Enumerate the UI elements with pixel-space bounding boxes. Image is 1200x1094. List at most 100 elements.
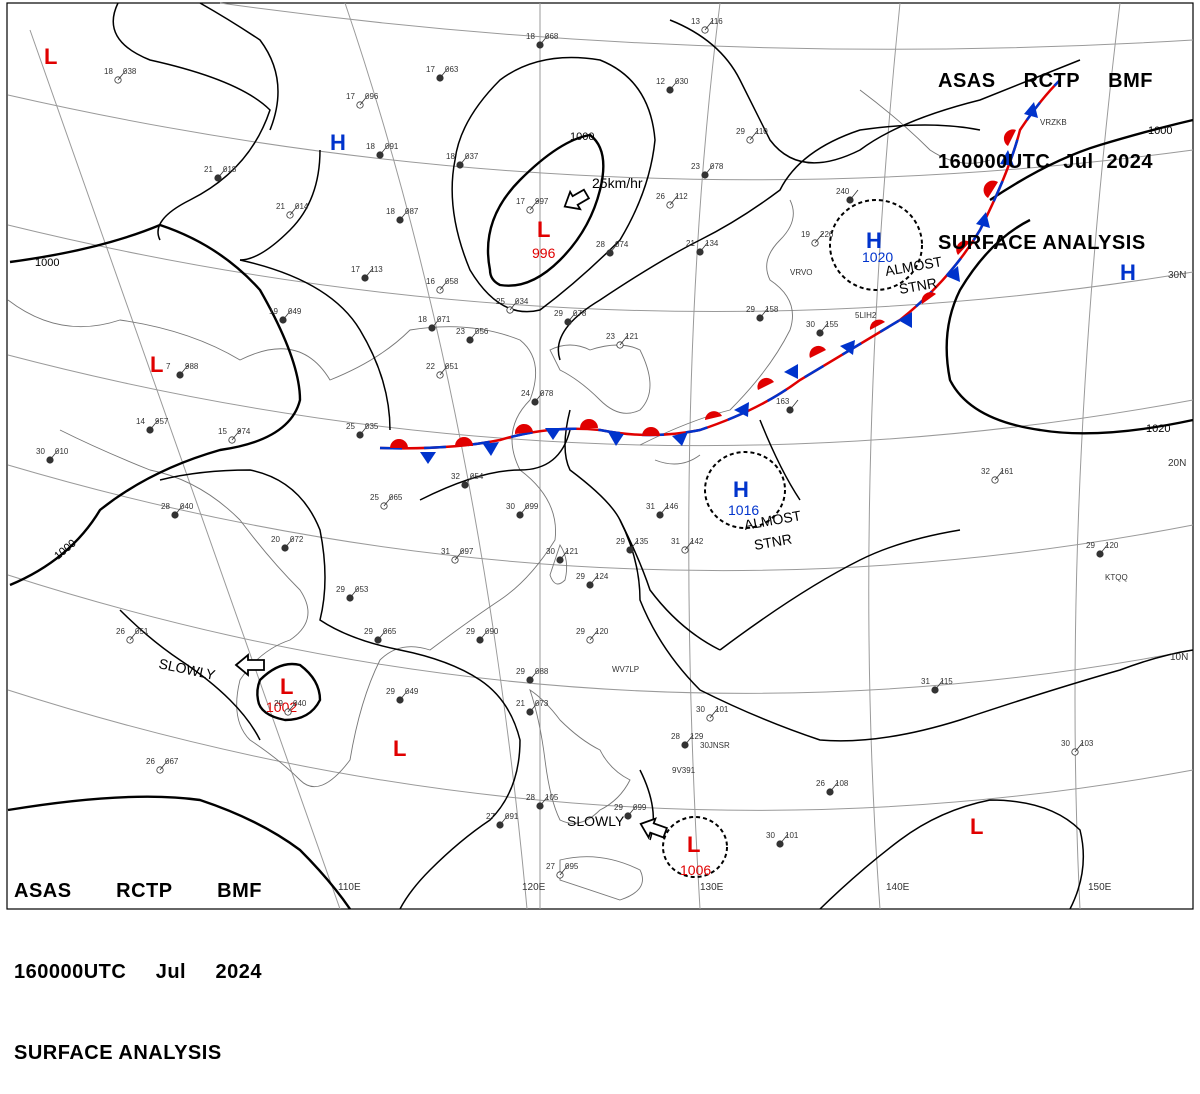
arrow-slowly-1 <box>234 653 265 677</box>
almost-stnr-note: STNR <box>898 275 938 297</box>
low-center-symbol: L <box>150 352 163 377</box>
wind-barb <box>669 194 679 206</box>
wind-barb <box>669 79 679 91</box>
station-temp: 240 <box>836 187 850 196</box>
station-id: 30JNSR <box>700 741 730 750</box>
header-bottom-left: ASAS RCTP BMF 160000UTC Jul 2024 SURFACE ANA… <box>14 824 262 1094</box>
station-plot: 25 035 <box>346 422 379 439</box>
station-temp: 30 <box>36 447 45 456</box>
station-plot: 29 040 <box>274 699 307 716</box>
station-plot: 16 058 <box>426 277 459 294</box>
station-temp: 13 <box>691 17 700 26</box>
station-temp: 29 <box>516 667 525 676</box>
wind-barb <box>609 242 619 254</box>
station-pressure: 105 <box>545 793 559 802</box>
header-code: BMF <box>217 880 262 902</box>
station-temp: 25 <box>346 422 355 431</box>
station-plot: 26 051 <box>116 627 149 644</box>
wind-barb <box>359 424 369 436</box>
wind-barb <box>519 504 529 516</box>
station-plot: 26 067 <box>146 757 179 774</box>
station-plot: 30 101 <box>766 831 799 848</box>
station-plot: 29 090 <box>466 627 499 644</box>
station-plot: 18 091 <box>366 142 399 159</box>
station-pressure: 974 <box>237 427 251 436</box>
station-temp: 22 <box>426 362 435 371</box>
station-pressure: 113 <box>370 265 383 274</box>
station-temp: 23 <box>691 162 700 171</box>
station-temp: 31 <box>646 502 655 511</box>
high-center-symbol: H <box>866 228 882 253</box>
header-time: 160000UTC <box>938 151 1051 173</box>
wind-barb <box>359 94 369 106</box>
station-temp: 29 <box>736 127 745 136</box>
station-pressure: 095 <box>565 862 579 871</box>
station-plot: 31 146 <box>646 502 679 519</box>
station-plot: 29 120 <box>1086 541 1119 558</box>
wind-barb <box>129 629 139 641</box>
station-plot: 240 <box>836 187 859 204</box>
wind-barb <box>217 167 227 179</box>
station-pressure: 067 <box>165 757 179 766</box>
station-temp: 28 <box>671 732 680 741</box>
station-pressure: 124 <box>595 572 609 581</box>
wind-barb <box>459 154 469 166</box>
station-temp: 163 <box>776 397 790 406</box>
wind-barb <box>529 701 539 713</box>
station-plot: 28 040 <box>161 502 194 519</box>
station-plot: 23 078 <box>691 162 724 179</box>
station-temp: 17 <box>351 265 360 274</box>
longitude-grid <box>29 2 1121 910</box>
station-temp: 28 <box>161 502 170 511</box>
station-temp: 30 <box>1061 739 1070 748</box>
wind-barb <box>567 311 577 323</box>
station-pressure: 099 <box>633 803 647 812</box>
low-center-symbol: L <box>44 44 57 69</box>
station-pressure: 135 <box>635 537 649 546</box>
station-plot: 12 030 <box>656 77 689 94</box>
station-temp: 18 <box>446 152 455 161</box>
header-month: Jul <box>155 961 187 983</box>
station-plot: 17 113 <box>351 265 383 282</box>
station-temp: 21 <box>686 239 695 248</box>
station-plot: 27 095 <box>546 862 579 879</box>
station-plot: 163 <box>776 397 799 414</box>
station-plot: 29 088 <box>516 667 549 684</box>
station-plot: 20 072 <box>271 535 304 552</box>
wind-barb <box>709 707 719 719</box>
station-pressure: 065 <box>389 493 403 502</box>
isobar-1000-cyclone <box>486 133 605 287</box>
wind-barb <box>289 204 299 216</box>
station-pressure: 121 <box>565 547 579 556</box>
station-plot: 30 010 <box>36 447 69 464</box>
station-plot: 29 049 <box>386 687 419 704</box>
station-temp: 21 <box>204 165 213 174</box>
station-plot: 29 078 <box>554 309 587 326</box>
lat-label: 10N <box>1170 652 1188 663</box>
arrow-slowly-2 <box>639 817 669 840</box>
station-pressure: 010 <box>55 447 69 456</box>
station-plot: 23 056 <box>456 327 489 344</box>
station-pressure: 078 <box>540 389 554 398</box>
station-plot: 27 091 <box>486 812 519 829</box>
station-temp: 29 <box>336 585 345 594</box>
station-plot: 25 065 <box>370 493 403 510</box>
station-temp: 7 <box>166 362 171 371</box>
wind-barb <box>704 19 714 31</box>
station-id: WV7LP <box>612 665 639 674</box>
station-plot: 17 096 <box>346 92 379 109</box>
wind-barb <box>149 419 159 431</box>
warm-front-symbols <box>390 129 1016 448</box>
pressure-value: 1016 <box>728 502 759 518</box>
station-pressure: 988 <box>185 362 199 371</box>
station-plot: 26 112 <box>656 192 688 209</box>
wind-barb <box>539 795 549 807</box>
lon-label: 120E <box>522 882 546 893</box>
wind-barb <box>559 864 569 876</box>
wind-barb <box>364 267 374 279</box>
header-title: SURFACE ANALYSIS <box>14 1042 222 1064</box>
station-pressure: 053 <box>355 585 369 594</box>
pressure-value: 996 <box>532 245 556 261</box>
station-plot: 18 038 <box>104 67 137 84</box>
station-pressure: 018 <box>223 165 237 174</box>
